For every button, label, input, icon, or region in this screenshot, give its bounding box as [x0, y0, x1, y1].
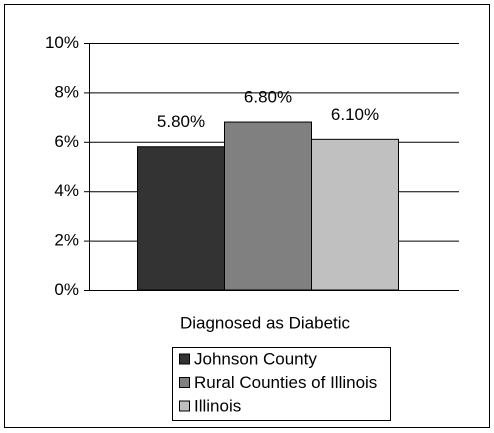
- y-tick-label: 8%: [54, 82, 79, 101]
- bar: [311, 138, 399, 291]
- y-tick-label: 4%: [54, 181, 79, 200]
- value-label: 6.80%: [244, 88, 292, 107]
- y-tick-label: 0%: [54, 280, 79, 299]
- legend-swatch: [179, 400, 190, 412]
- value-label: 6.10%: [331, 105, 379, 124]
- value-label: 5.80%: [157, 112, 205, 131]
- legend-label: Illinois: [194, 396, 241, 415]
- y-tick-label: 6%: [54, 132, 79, 151]
- legend-box: [172, 347, 391, 421]
- legend-swatch: [179, 377, 190, 388]
- y-tick-label: 2%: [54, 231, 79, 250]
- legend-label: Rural Counties of Illinois: [194, 373, 377, 392]
- bar: [137, 146, 225, 291]
- x-tick-label: Diagnosed as Diabetic: [180, 313, 351, 332]
- legend-label: Johnson County: [194, 349, 317, 368]
- bar: [224, 121, 312, 291]
- y-tick-label: 10%: [45, 33, 79, 52]
- legend-swatch: [179, 353, 190, 365]
